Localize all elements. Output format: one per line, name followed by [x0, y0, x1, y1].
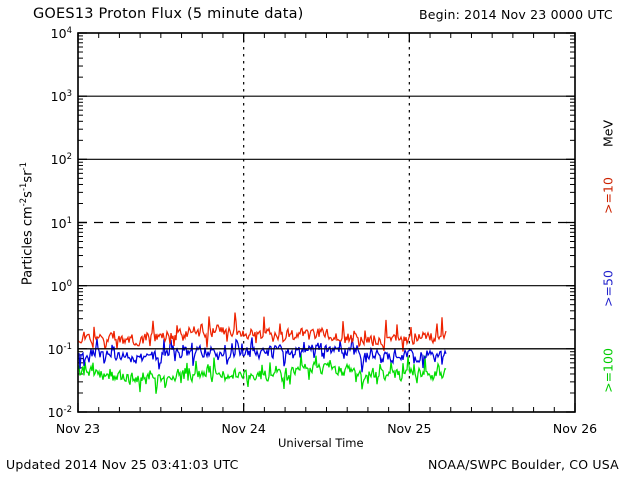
x-tick-label: Nov 23: [55, 421, 101, 436]
begin-time-label: Begin: 2014 Nov 23 0000 UTC: [419, 7, 613, 22]
y-tick-label: 100: [50, 278, 72, 294]
flux-trace: [77, 337, 447, 373]
flux-trace: [77, 353, 447, 394]
y-tick-label: 10-1: [47, 341, 72, 357]
y-tick-label: 10-2: [47, 404, 72, 420]
x-tick-label: Nov 25: [387, 421, 432, 436]
y-tick-label: 102: [50, 152, 72, 168]
source-credit: NOAA/SWPC Boulder, CO USA: [428, 457, 619, 472]
updated-timestamp: Updated 2014 Nov 25 03:41:03 UTC: [6, 457, 239, 472]
x-tick-label: Nov 24: [221, 421, 266, 436]
x-tick-label: Nov 26: [552, 421, 598, 436]
y-tick-label: 104: [50, 25, 72, 41]
plot-frame: [77, 32, 576, 413]
flux-trace: [77, 312, 447, 352]
y-tick-label: 101: [50, 215, 72, 231]
x-axis-title: Universal Time: [278, 436, 364, 450]
y-tick-label: 103: [50, 89, 72, 105]
page-title: GOES13 Proton Flux (5 minute data): [33, 6, 304, 22]
